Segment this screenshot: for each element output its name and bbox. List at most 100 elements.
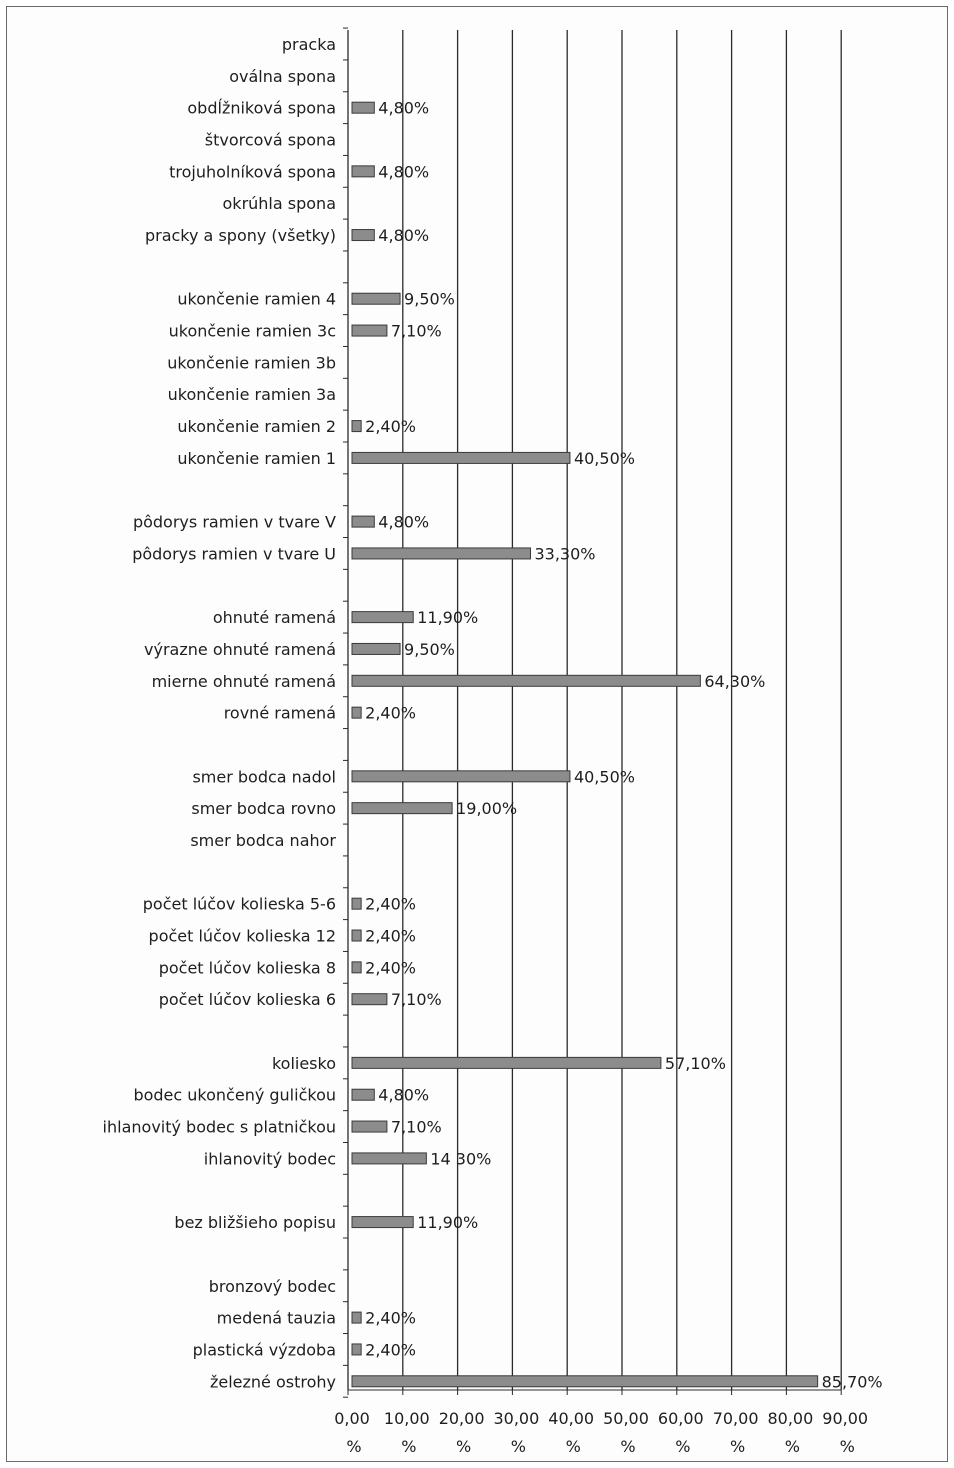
category-label: ukončenie ramien 1 [177, 449, 336, 468]
x-tick-unit: % [675, 1437, 690, 1456]
x-tick-unit: % [840, 1437, 855, 1456]
x-tick-label: 20,00 [439, 1409, 485, 1428]
category-label: okrúhla spona [223, 194, 336, 213]
category-label: koliesko [272, 1054, 336, 1073]
bar [351, 1056, 662, 1069]
bar [351, 547, 531, 560]
x-tick-unit: % [730, 1437, 745, 1456]
bar [351, 1152, 427, 1165]
bar [351, 101, 375, 114]
data-label: 2,40% [365, 704, 416, 723]
category-label: pracka [282, 35, 336, 54]
category-label: ihlanovitý bodec [204, 1149, 336, 1168]
data-label: 4,80% [378, 99, 429, 118]
category-label: ukončenie ramien 3a [168, 385, 336, 404]
category-label: počet lúčov kolieska 8 [159, 958, 336, 977]
data-label: 7,10% [391, 1118, 442, 1137]
x-tick-unit: % [456, 1437, 471, 1456]
bar [351, 1120, 388, 1133]
data-label: 40,50% [574, 449, 635, 468]
x-tick-label: 60,00 [658, 1409, 704, 1428]
bar [351, 897, 362, 910]
category-label: ukončenie ramien 3b [167, 353, 336, 372]
bar [351, 229, 375, 242]
data-label: 19,00% [456, 799, 517, 818]
category-label: pôdorys ramien v tvare U [132, 544, 336, 563]
x-tick-label: 0,00 [334, 1409, 370, 1428]
x-tick-unit: % [785, 1437, 800, 1456]
bar [351, 611, 414, 624]
x-tick-unit: % [511, 1437, 526, 1456]
bar [351, 515, 375, 528]
bar [351, 1375, 819, 1388]
data-label: 64,30% [704, 672, 765, 691]
x-tick-label: 10,00 [384, 1409, 430, 1428]
x-tick-label: 50,00 [603, 1409, 649, 1428]
data-label: 11,90% [417, 608, 478, 627]
bar [351, 674, 701, 687]
x-tick-unit: % [346, 1437, 361, 1456]
data-label: 2,40% [365, 1309, 416, 1328]
data-label: 4,80% [378, 1086, 429, 1105]
data-label: 4,80% [378, 513, 429, 532]
x-tick-unit: % [620, 1437, 635, 1456]
data-label: 33,30% [534, 544, 595, 563]
category-label: rovné ramená [224, 704, 336, 723]
bar [351, 1343, 362, 1356]
category-label: medená tauzia [217, 1309, 336, 1328]
bar [351, 1088, 375, 1101]
data-label: 40,50% [574, 767, 635, 786]
bar [351, 642, 401, 655]
x-tick-unit: % [566, 1437, 581, 1456]
bar [351, 1216, 414, 1229]
data-label: 14 30% [430, 1149, 491, 1168]
data-label: 4,80% [378, 226, 429, 245]
data-label: 85,70% [822, 1372, 883, 1391]
bar [351, 324, 388, 337]
category-label: počet lúčov kolieska 6 [159, 990, 336, 1009]
category-label: mierne ohnuté ramená [152, 672, 336, 691]
data-label: 9,50% [404, 640, 455, 659]
bar [351, 1311, 362, 1324]
bar [351, 770, 571, 783]
category-label: smer bodca nahor [190, 831, 336, 850]
data-label: 2,40% [365, 895, 416, 914]
x-tick-label: 90,00 [822, 1409, 868, 1428]
category-label: smer bodca nadol [192, 767, 336, 786]
data-label: 11,90% [417, 1213, 478, 1232]
data-label: 2,40% [365, 927, 416, 946]
data-label: 9,50% [404, 290, 455, 309]
x-tick-label: 80,00 [767, 1409, 813, 1428]
data-label: 7,10% [391, 990, 442, 1009]
data-label: 2,40% [365, 1340, 416, 1359]
x-tick-unit: % [401, 1437, 416, 1456]
bar [351, 993, 388, 1006]
x-tick-label: 40,00 [548, 1409, 594, 1428]
category-label: pracky a spony (všetky) [145, 226, 336, 245]
category-label: trojuholníková spona [169, 162, 336, 181]
data-label: 57,10% [665, 1054, 726, 1073]
category-label: ihlanovitý bodec s platničkou [103, 1118, 336, 1137]
category-label: smer bodca rovno [191, 799, 336, 818]
data-label: 7,10% [391, 322, 442, 341]
x-tick-label: 30,00 [493, 1409, 539, 1428]
category-label: ohnuté ramená [213, 608, 336, 627]
bar [351, 292, 401, 305]
bar [351, 451, 571, 464]
data-label: 2,40% [365, 958, 416, 977]
bar [351, 420, 362, 433]
category-label: oválna spona [229, 67, 336, 86]
bar [351, 929, 362, 942]
category-label: bronzový bodec [209, 1277, 336, 1296]
bar [351, 165, 375, 178]
category-label: výrazne ohnuté ramená [144, 640, 336, 659]
bar [351, 961, 362, 974]
category-label: bodec ukončený guličkou [133, 1086, 336, 1105]
category-label: plastická výzdoba [193, 1340, 336, 1359]
category-label: ukončenie ramien 2 [177, 417, 336, 436]
bar [351, 802, 453, 815]
category-label: ukončenie ramien 3c [169, 322, 336, 341]
data-label: 2,40% [365, 417, 416, 436]
category-label: pôdorys ramien v tvare V [133, 513, 336, 532]
